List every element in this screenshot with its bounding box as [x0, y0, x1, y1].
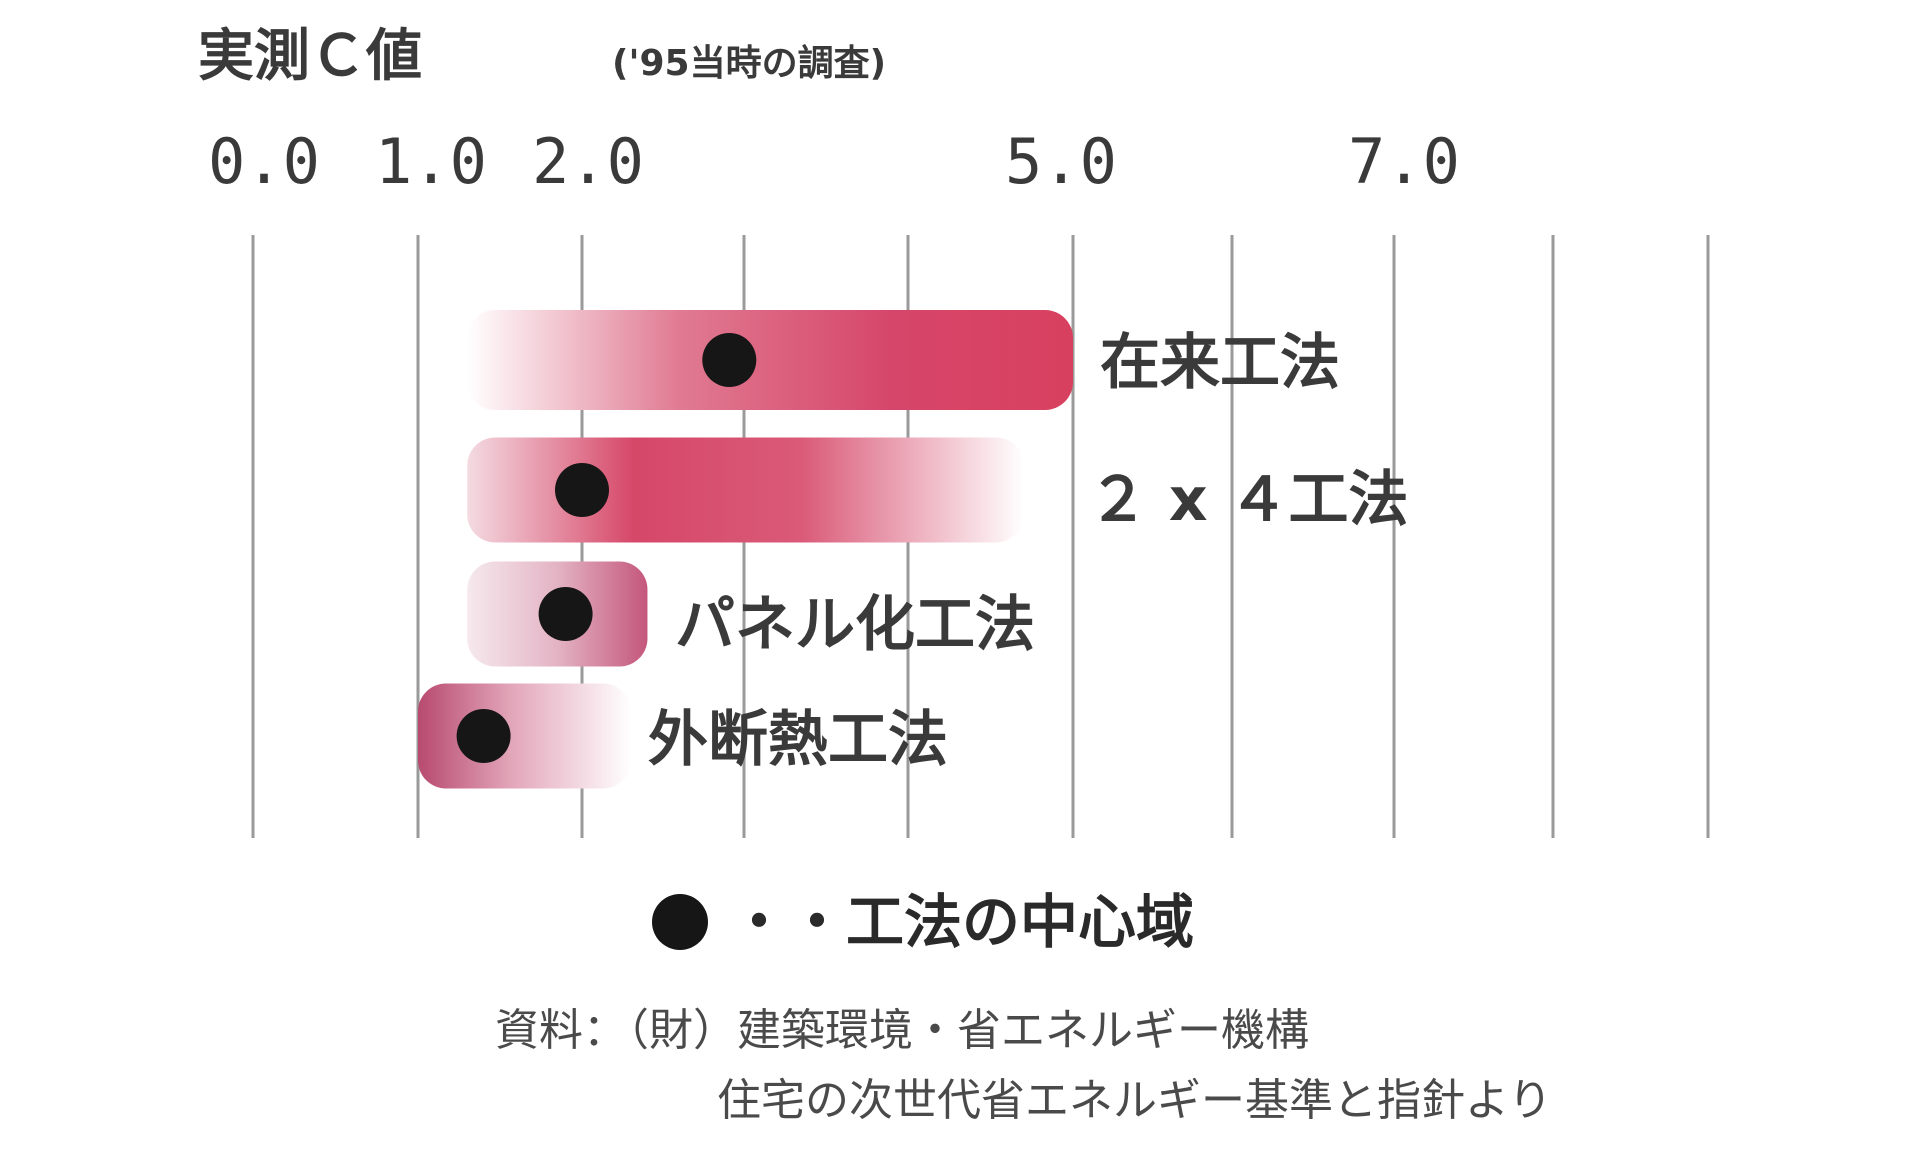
source-line: 資料：（財）建築環境・省エネルギー機構 — [495, 1005, 1309, 1056]
category-label: ２ x ４工法 — [1088, 465, 1408, 535]
chart-subtitle: ('95当時の調査) — [612, 43, 886, 84]
tick-label: 2.0 — [532, 125, 644, 198]
center-dot-sotodan — [456, 709, 511, 763]
range-bar-zairai — [467, 310, 1073, 410]
tick-label: 7.0 — [1348, 125, 1460, 198]
category-label: 外断熱工法 — [648, 705, 948, 775]
tick-label: 0.0 — [208, 125, 320, 198]
category-label: 在来工法 — [1100, 328, 1340, 398]
legend-marker — [652, 894, 708, 950]
tick-label: 1.0 — [375, 125, 487, 198]
range-bar-2x4 — [467, 437, 1024, 543]
legend-text: ・・工法の中心域 — [730, 888, 1194, 956]
range-bar-sotodan — [418, 683, 632, 789]
center-dot-2x4 — [555, 463, 609, 517]
source-line: 住宅の次世代省エネルギー基準と指針より — [717, 1075, 1552, 1126]
category-label: パネル化工法 — [675, 590, 1035, 660]
center-dots — [456, 333, 757, 763]
tick-label: 5.0 — [1005, 125, 1117, 198]
center-dot-panel — [538, 587, 593, 641]
chart-title: 実測Ｃ値 — [198, 24, 422, 89]
center-dot-zairai — [702, 333, 757, 387]
